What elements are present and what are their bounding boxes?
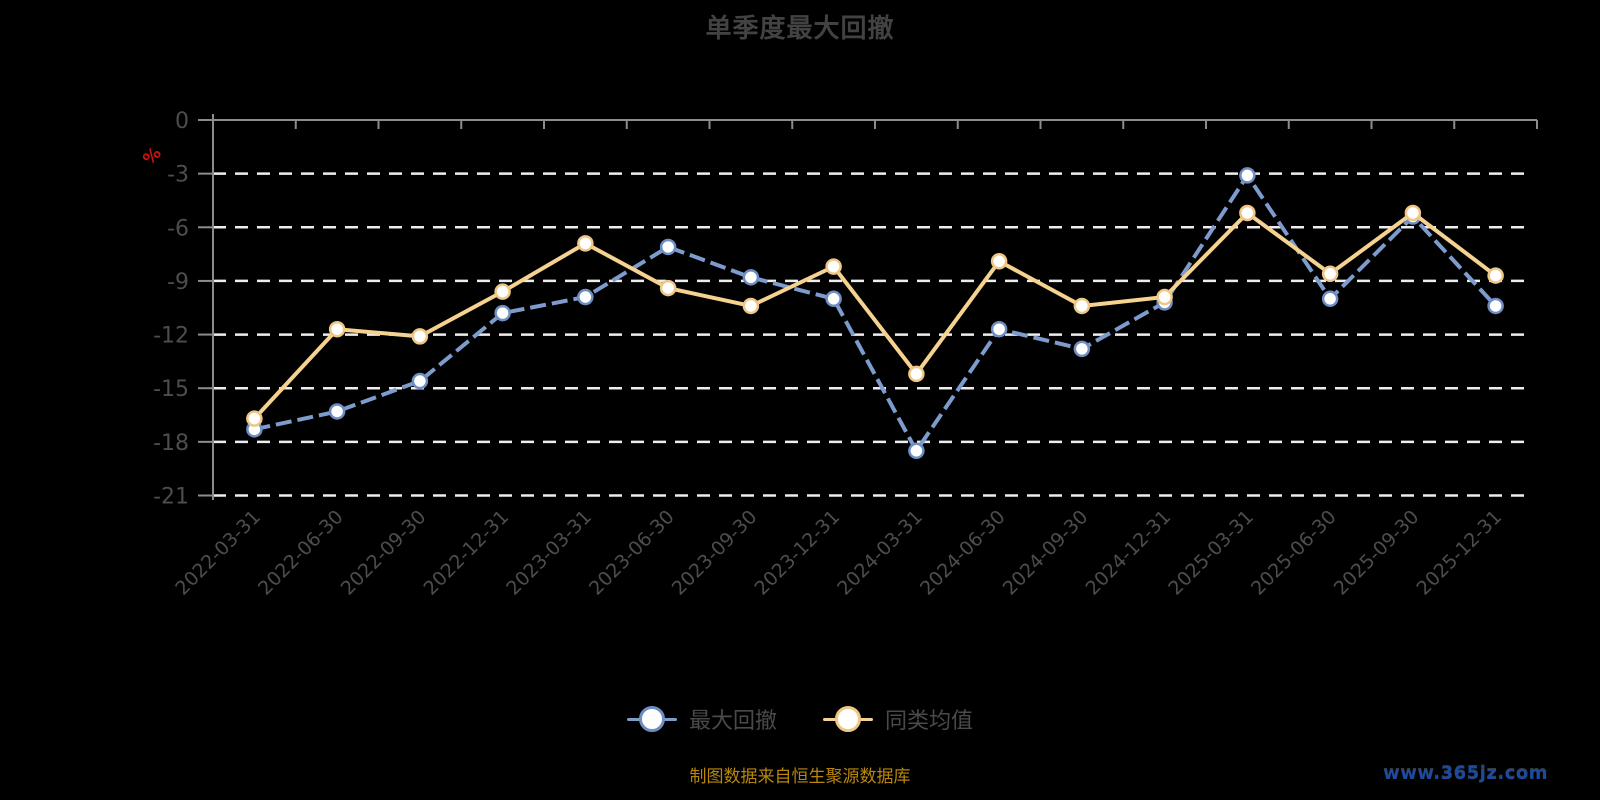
svg-text:2022-12-31: 2022-12-31 (420, 506, 514, 600)
series-1-marker (990, 253, 1008, 270)
series-0-marker (1487, 297, 1504, 315)
svg-text:2023-03-31: 2023-03-31 (502, 506, 596, 600)
series-0-marker (328, 403, 346, 420)
series-0-marker (990, 320, 1008, 338)
series-1-marker (1239, 204, 1256, 222)
svg-text:2025-03-31: 2025-03-31 (1164, 506, 1258, 600)
x-axis-labels: 2022-03-312022-06-302022-09-302022-12-31… (171, 506, 1506, 600)
svg-text:-12: -12 (153, 324, 189, 349)
series-1-marker (1156, 288, 1173, 306)
svg-text:-18: -18 (153, 431, 189, 456)
series-1-line (252, 210, 1497, 420)
series-1-marker (328, 320, 346, 338)
series-1-marker (742, 297, 760, 315)
series-1-marker (411, 328, 429, 345)
y-axis-unit-label: % (139, 143, 165, 169)
series-1-marker (659, 279, 677, 297)
svg-text:2022-03-31: 2022-03-31 (171, 506, 265, 600)
svg-text:2024-12-31: 2024-12-31 (1082, 506, 1176, 600)
series-1-marker (1321, 265, 1339, 283)
gridlines (213, 119, 1537, 497)
series-1-marker (1073, 297, 1091, 315)
series-0-marker (577, 288, 594, 306)
series-1-marker (577, 235, 594, 252)
line-marker-icon (823, 706, 873, 732)
svg-text:2025-12-31: 2025-12-31 (1413, 506, 1507, 600)
series-0-marker (1321, 290, 1339, 308)
series-0-marker (659, 238, 677, 256)
svg-text:2022-06-30: 2022-06-30 (254, 506, 348, 600)
svg-text:2023-12-31: 2023-12-31 (751, 506, 845, 600)
svg-text:0: 0 (175, 109, 189, 134)
data-source-note: 制图数据来自恒生聚源数据库 (689, 767, 911, 787)
legend-item-category-average[interactable]: 同类均值 (823, 703, 973, 735)
svg-text:2024-03-31: 2024-03-31 (833, 506, 927, 600)
legend-circle-swatch (835, 706, 861, 732)
svg-text:2025-09-30: 2025-09-30 (1330, 506, 1424, 600)
series-0 (246, 167, 1504, 460)
series-0-marker (825, 290, 842, 308)
series-1-marker (908, 365, 925, 383)
series-1 (246, 204, 1504, 427)
series-1-marker (1487, 267, 1504, 284)
svg-text:-3: -3 (167, 163, 189, 188)
line-chart: 0 -3 -6 -9 -12 -15 -18 -21% 2022-03-312022-06-30… (139, 109, 1538, 600)
series-0-line (253, 173, 1498, 453)
series-1-marker (1404, 204, 1422, 222)
series-0-marker (742, 269, 760, 286)
svg-text:2025-06-30: 2025-06-30 (1247, 506, 1341, 600)
svg-text:2023-09-30: 2023-09-30 (668, 506, 762, 600)
line-marker-icon (626, 706, 677, 732)
axes (198, 114, 1538, 500)
legend: 最大回撤 同类均值 (0, 703, 1600, 735)
svg-text:-15: -15 (153, 377, 189, 402)
legend-label: 同类均值 (885, 709, 974, 734)
watermark: www.365jz.com (1383, 763, 1548, 784)
series-1-marker (494, 283, 511, 300)
series-0-marker (494, 304, 511, 322)
svg-text:-21: -21 (153, 485, 189, 510)
series-0-marker (411, 372, 429, 390)
svg-text:2022-09-30: 2022-09-30 (337, 506, 431, 600)
series-1-marker (246, 410, 263, 427)
y-axis-labels: 0 -3 -6 -9 -12 -15 -18 -21 (153, 109, 189, 510)
series-0-marker (1073, 340, 1091, 358)
legend-circle-swatch (638, 706, 665, 732)
series-1-marker (825, 258, 842, 275)
svg-text:-9: -9 (167, 270, 189, 295)
chart-title: 单季度最大回撤 (705, 14, 895, 44)
svg-text:-6: -6 (167, 216, 189, 241)
svg-text:2023-06-30: 2023-06-30 (585, 506, 679, 600)
legend-label: 最大回撤 (688, 709, 777, 734)
svg-text:2024-06-30: 2024-06-30 (916, 506, 1010, 600)
svg-text:2024-09-30: 2024-09-30 (999, 506, 1093, 600)
series-0-marker (908, 442, 925, 460)
series-0-marker (1239, 167, 1256, 184)
legend-item-max-drawdown[interactable]: 最大回撤 (626, 703, 777, 735)
